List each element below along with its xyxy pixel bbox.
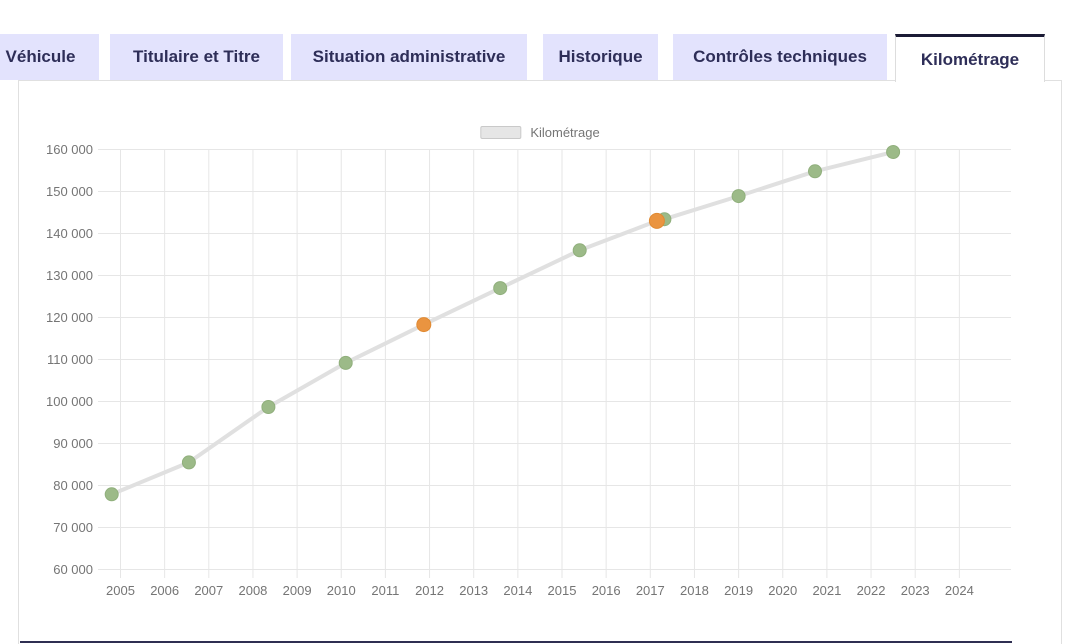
tab-kilometrage[interactable]: Kilométrage xyxy=(895,34,1045,82)
x-axis-tick-label: 2009 xyxy=(283,583,312,598)
x-axis-tick-label: 2013 xyxy=(459,583,488,598)
y-axis-tick-label: 90 000 xyxy=(53,436,93,451)
y-axis-tick-label: 70 000 xyxy=(53,520,93,535)
legend-label: Kilométrage xyxy=(530,125,600,140)
x-axis-tick-label: 2017 xyxy=(636,583,665,598)
x-axis-tick-label: 2012 xyxy=(415,583,444,598)
chart-point-green[interactable] xyxy=(493,281,508,296)
y-axis-tick-label: 130 000 xyxy=(46,268,93,283)
chart-legend: Kilométrage xyxy=(480,125,600,140)
y-axis-tick-label: 160 000 xyxy=(46,142,93,157)
x-axis-tick-label: 2019 xyxy=(724,583,753,598)
y-axis-tick-label: 150 000 xyxy=(46,184,93,199)
x-axis-tick-label: 2007 xyxy=(194,583,223,598)
tab-titulaire-et-titre[interactable]: Titulaire et Titre xyxy=(110,34,283,80)
y-axis-tick-label: 100 000 xyxy=(46,394,93,409)
chart-point-green[interactable] xyxy=(808,164,822,179)
kilometrage-panel: Kilométrage 2005 2006 2007 2008 2009 2010 2011… xyxy=(18,80,1062,644)
y-axis-tick-label: 120 000 xyxy=(46,310,93,325)
x-axis-tick-label: 2005 xyxy=(106,583,135,598)
x-axis-tick-label: 2016 xyxy=(592,583,621,598)
x-axis-tick-label: 2010 xyxy=(327,583,356,598)
x-axis-tick-label: 2014 xyxy=(503,583,532,598)
x-axis-tick-label: 2015 xyxy=(548,583,577,598)
chart-point-green[interactable] xyxy=(261,400,276,414)
x-axis-tick-label: 2022 xyxy=(857,583,886,598)
chart-point-green[interactable] xyxy=(338,355,353,370)
chart-point-green[interactable] xyxy=(104,487,119,502)
tab-vehicule[interactable]: Véhicule xyxy=(0,34,99,80)
chart-point-green[interactable] xyxy=(731,189,746,204)
x-axis-tick-label: 2008 xyxy=(238,583,267,598)
y-axis-tick-label: 140 000 xyxy=(46,226,93,241)
kilometrage-chart[interactable]: 2005 2006 2007 2008 2009 2010 2011 2012 2013 2014… xyxy=(19,81,1063,644)
kilometrage-line xyxy=(109,150,896,497)
chart-point-green[interactable] xyxy=(572,243,587,258)
x-axis-tick-label: 2023 xyxy=(901,583,930,598)
x-axis-tick-label: 2020 xyxy=(768,583,797,598)
legend-swatch xyxy=(480,126,522,139)
tab-bar: Véhicule Titulaire et Titre Situation ad… xyxy=(0,34,1079,82)
x-axis-tick-label: 2021 xyxy=(812,583,841,598)
x-axis-tick-label: 2024 xyxy=(945,583,974,598)
chart-point-green[interactable] xyxy=(181,455,196,470)
x-axis-tick-label: 2011 xyxy=(371,583,399,598)
x-axis-tick-label: 2006 xyxy=(150,583,179,598)
y-axis-tick-label: 110 000 xyxy=(47,352,93,367)
y-axis-tick-label: 60 000 xyxy=(53,562,93,577)
tab-controles-techniques[interactable]: Contrôles techniques xyxy=(673,34,887,80)
y-axis-tick-label: 80 000 xyxy=(53,478,93,493)
chart-point-green[interactable] xyxy=(886,145,901,159)
chart-point-orange[interactable] xyxy=(648,212,665,229)
x-axis-tick-label: 2018 xyxy=(680,583,709,598)
chart-point-orange[interactable] xyxy=(416,317,432,333)
footer-divider xyxy=(20,641,1012,643)
tab-historique[interactable]: Historique xyxy=(543,34,658,80)
tab-situation-administrative[interactable]: Situation administrative xyxy=(291,34,527,80)
